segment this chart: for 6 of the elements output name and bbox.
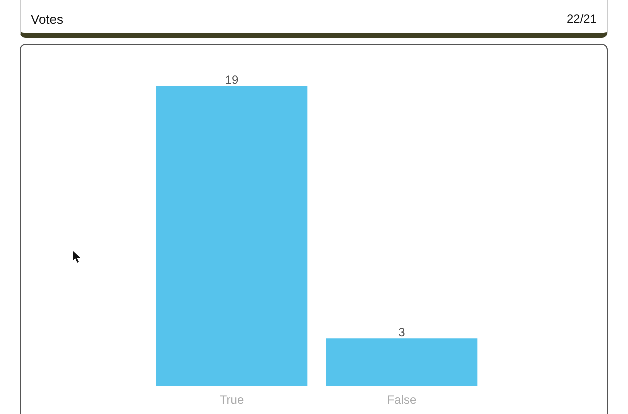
x-tick-label: True: [220, 393, 244, 407]
chart-title: Votes: [31, 12, 64, 27]
data-label: 19: [225, 73, 239, 87]
text: 22/21: [566, 12, 597, 26]
x-tick-label: False: [387, 393, 417, 407]
data-label: 3: [398, 326, 406, 340]
